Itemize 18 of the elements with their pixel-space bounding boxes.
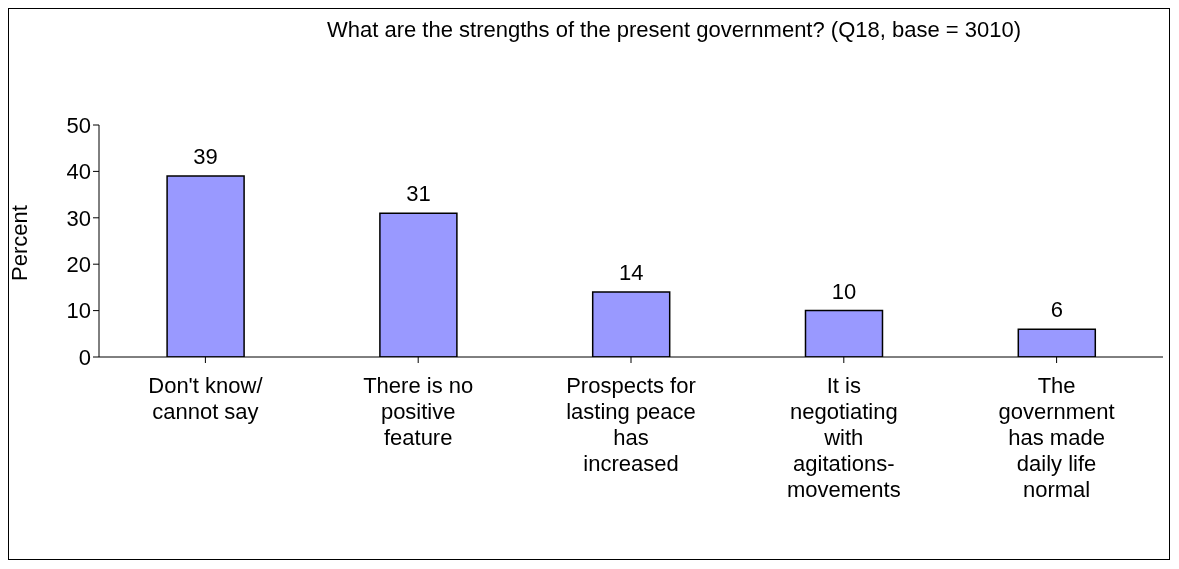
y-axis-title: Percent: [6, 205, 32, 281]
data-label: 10: [831, 278, 857, 304]
data-label: 14: [618, 260, 644, 286]
data-label: 39: [193, 144, 218, 170]
x-tick-label: It is negotiating with agitations- movements: [786, 373, 901, 502]
y-tick-label: 30: [66, 205, 91, 231]
data-label: 6: [1050, 297, 1063, 323]
chart-title: What are the strengths of the present government? (Q18, base = 3010): [326, 16, 1022, 44]
y-tick-label: 40: [66, 159, 91, 185]
y-tick-label: 10: [66, 298, 91, 324]
x-tick-label: Don't know/ cannot say: [148, 373, 264, 424]
y-tick-label: 20: [66, 252, 91, 278]
data-label: 31: [406, 181, 431, 207]
y-tick-label: 0: [78, 344, 91, 370]
x-tick-label: Prospects for lasting peace has increased: [566, 373, 696, 476]
x-tick-label: The government has made daily life normal: [998, 373, 1115, 502]
x-tick-label: There is no positive feature: [363, 373, 474, 450]
y-tick-label: 50: [66, 112, 91, 138]
